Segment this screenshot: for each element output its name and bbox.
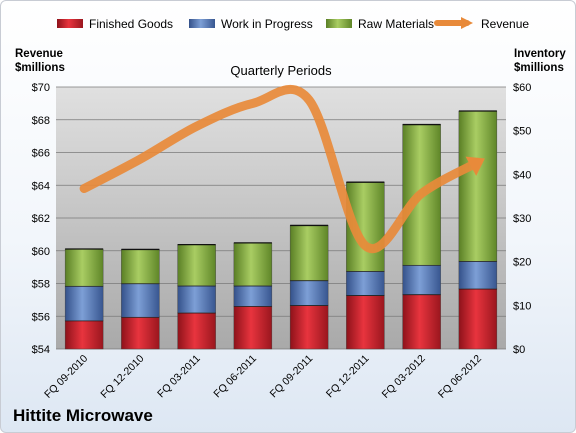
bar-raw-materials: [233, 242, 273, 286]
left-tick-label: $62: [32, 213, 50, 225]
x-tick-label: FQ 03-2012: [380, 353, 428, 401]
legend-label-work-in-progress: Work in Progress: [221, 17, 313, 31]
left-tick-labels: $54 $56 $58 $60 $62 $64 $66 $68 $70: [32, 82, 50, 356]
legend: Finished Goods Work in Progress Raw Mate…: [57, 17, 529, 31]
company-name: Hittite Microwave: [13, 406, 153, 425]
right-tick-label: $40: [513, 169, 531, 181]
bar-raw-materials: [121, 249, 160, 284]
legend-swatch-finished-goods: [57, 19, 83, 28]
bar-work-in-progress: [346, 271, 385, 296]
revenue-line-group: [79, 84, 485, 253]
bar-raw-materials: [64, 248, 104, 287]
x-tick-label: FQ 06-2012: [436, 353, 484, 401]
bar-finished-goods: [289, 305, 329, 350]
left-tick-label: $70: [32, 82, 50, 94]
bar-raw-materials: [177, 244, 216, 286]
right-axis-title-line2: $millions: [514, 62, 564, 74]
left-axis-title-line1: Revenue: [15, 48, 63, 60]
legend-swatch-work-in-progress: [189, 19, 215, 28]
left-tick-label: $58: [32, 279, 50, 291]
chart-subtitle: Quarterly Periods: [230, 63, 332, 78]
x-tick-labels: FQ 09-2010 FQ 12-2010 FQ 03-2011 FQ 06-2011…: [42, 353, 484, 401]
right-tick-label: $50: [513, 126, 531, 138]
left-tick-label: $68: [32, 115, 50, 127]
bar-finished-goods: [177, 312, 216, 350]
legend-label-finished-goods: Finished Goods: [89, 17, 173, 31]
left-axis-title-line2: $millions: [15, 62, 65, 74]
x-tick-label: FQ 03-2011: [155, 353, 203, 401]
right-tick-label: $0: [513, 344, 525, 356]
left-tick-label: $56: [32, 311, 50, 323]
bar-finished-goods: [458, 288, 498, 350]
bar-finished-goods: [64, 320, 104, 350]
right-tick-label: $30: [513, 213, 531, 225]
bar-work-in-progress: [121, 283, 160, 318]
right-tick-labels: $0 $10 $20 $30 $40 $50 $60: [513, 82, 531, 356]
legend-swatch-raw-materials: [326, 19, 352, 28]
right-tick-label: $20: [513, 257, 531, 269]
bar-work-in-progress: [458, 261, 498, 289]
bar-raw-materials: [458, 110, 498, 262]
bar-work-in-progress: [233, 285, 273, 307]
x-tick-label: FQ 06-2011: [211, 353, 259, 401]
bar-work-in-progress: [289, 280, 329, 306]
legend-arrow-revenue: [461, 17, 473, 29]
bar-finished-goods: [402, 294, 441, 350]
right-tick-label: $60: [513, 82, 531, 94]
left-tick-label: $66: [32, 148, 50, 160]
legend-label-raw-materials: Raw Materials: [358, 17, 434, 31]
x-tick-label: FQ 09-2011: [268, 353, 316, 401]
bar-work-in-progress: [402, 264, 441, 295]
bar-work-in-progress: [64, 285, 104, 321]
x-tick-label: FQ 12-2010: [98, 353, 146, 401]
x-tick-label: FQ 12-2011: [324, 353, 372, 401]
bar-finished-goods: [233, 306, 273, 350]
bars: [64, 110, 498, 350]
legend-label-revenue: Revenue: [481, 17, 529, 31]
bar-finished-goods: [121, 316, 160, 350]
left-tick-label: $64: [32, 180, 50, 192]
left-tick-label: $60: [32, 246, 50, 258]
revenue-line: [79, 84, 483, 253]
bar-work-in-progress: [177, 285, 216, 313]
left-tick-label: $54: [32, 344, 50, 356]
revenue-arrowhead: [465, 156, 485, 176]
bar-finished-goods: [346, 295, 385, 350]
bar-raw-materials: [289, 225, 329, 281]
x-tick-label: FQ 09-2010: [42, 353, 90, 401]
right-axis-title-line1: Inventory: [514, 48, 566, 60]
right-tick-label: $10: [513, 300, 531, 312]
